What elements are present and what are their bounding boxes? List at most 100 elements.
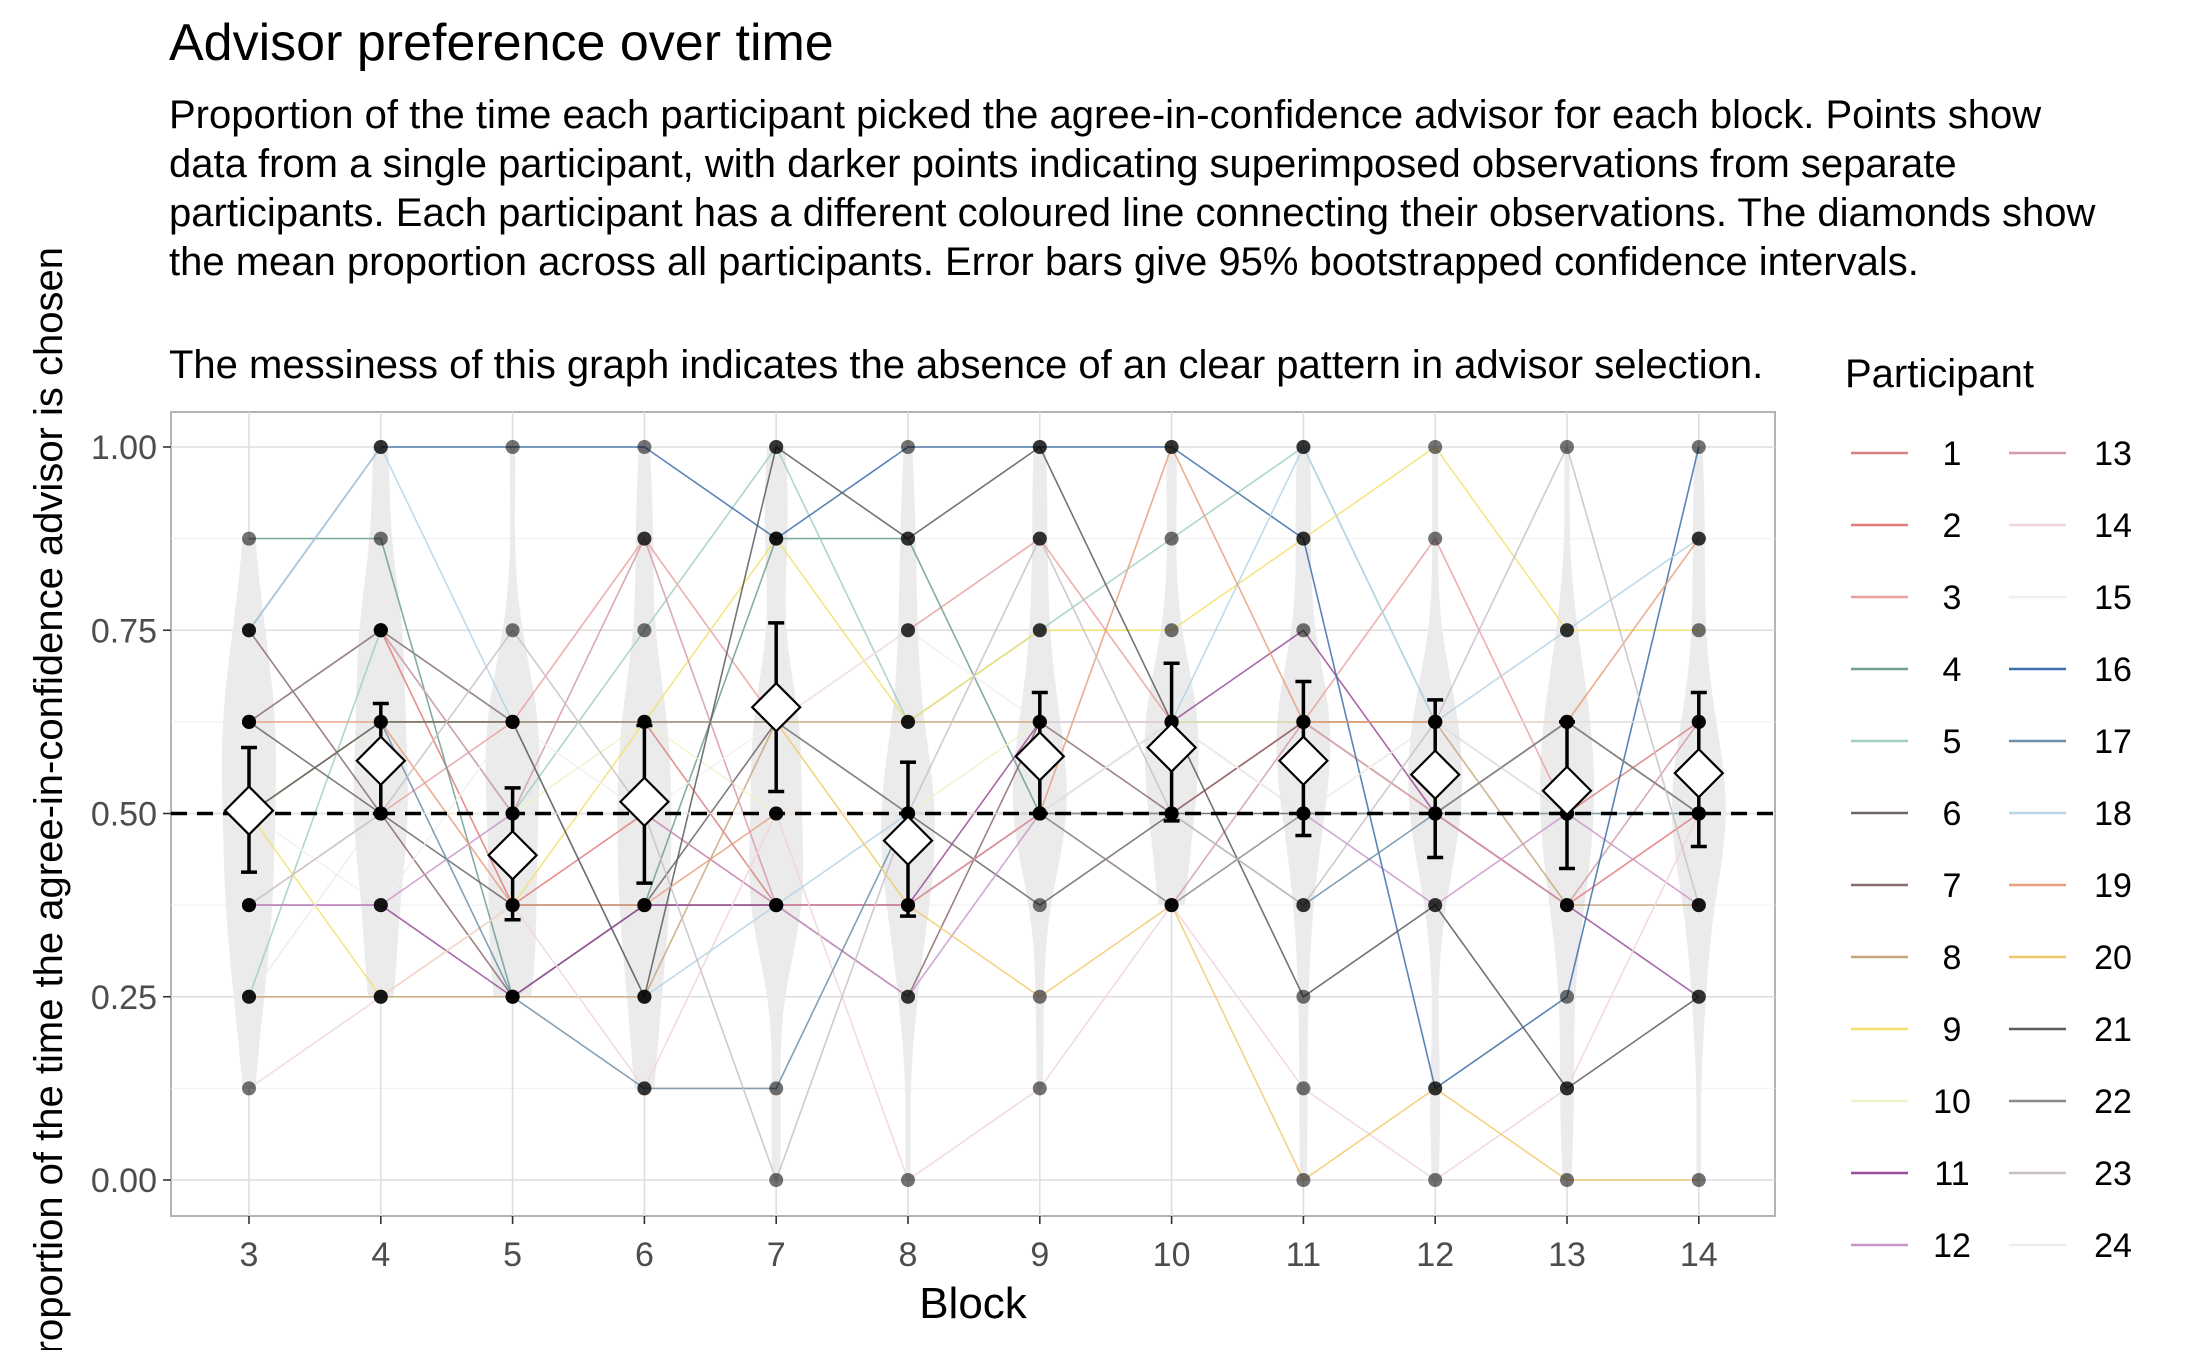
- data-point: [901, 1173, 915, 1187]
- data-point: [769, 1081, 784, 1096]
- subtitle-line: The messiness of this graph indicates th…: [169, 343, 1763, 387]
- legend-label: 1: [1943, 435, 1962, 473]
- y-tick-label: 0.50: [91, 796, 157, 834]
- x-tick-label: 7: [767, 1236, 786, 1274]
- data-point: [1691, 898, 1706, 913]
- x-tick-label: 13: [1548, 1236, 1586, 1274]
- y-tick-label: 0.25: [91, 979, 157, 1017]
- subtitle-line: the mean proportion across all participa…: [169, 240, 1919, 284]
- mean-diamond: [1014, 730, 1066, 782]
- legend-label: 8: [1943, 939, 1962, 977]
- data-point: [1691, 1173, 1706, 1187]
- participant-line: [248, 537, 1699, 906]
- legend-label: 7: [1943, 867, 1962, 905]
- data-point: [373, 440, 388, 454]
- legend-label: 9: [1943, 1011, 1962, 1049]
- data-point: [637, 898, 652, 913]
- legend-label: 19: [2094, 867, 2132, 905]
- data-point: [1560, 989, 1574, 1004]
- data-point: [505, 989, 520, 1004]
- subtitle-line: Proportion of the time each participant …: [169, 93, 2041, 137]
- mean-diamond: [1541, 765, 1593, 817]
- mean-diamond: [1277, 735, 1329, 787]
- data-point: [242, 1081, 256, 1096]
- chart-subtitle: Proportion of the time each participant …: [169, 93, 2095, 387]
- mean-diamond: [1146, 721, 1198, 774]
- data-point: [1428, 531, 1443, 546]
- data-point: [1428, 440, 1443, 454]
- legend-label: 3: [1943, 579, 1962, 617]
- data-point: [242, 623, 256, 638]
- data-point: [1560, 440, 1574, 454]
- participant-line: [248, 446, 1700, 1090]
- mean-diamond: [487, 829, 539, 881]
- x-tick-label: 14: [1680, 1236, 1718, 1274]
- data-point: [1428, 1081, 1443, 1096]
- x-axis-title: Block: [919, 1279, 1028, 1328]
- y-axis-ticks: 0.00 0.25 0.50 0.75 1.00: [91, 429, 171, 1200]
- data-point: [637, 623, 652, 638]
- data-point: [1164, 898, 1179, 913]
- data-point: [1296, 440, 1311, 454]
- legend-label: 18: [2094, 795, 2132, 833]
- legend-label: 17: [2094, 723, 2132, 761]
- data-point: [901, 714, 915, 729]
- legend-label: 6: [1943, 795, 1962, 833]
- mean-diamonds: [223, 681, 1725, 881]
- data-point: [1560, 623, 1574, 638]
- data-point: [637, 989, 652, 1004]
- data-point: [1032, 1081, 1047, 1096]
- data-point: [1296, 1173, 1311, 1187]
- subtitle-line: data from a single participant, with dar…: [169, 142, 1957, 186]
- chart-title: Advisor preference over time: [169, 14, 834, 72]
- x-tick-label: 3: [240, 1236, 259, 1274]
- data-point: [1296, 1081, 1311, 1096]
- x-tick-label: 12: [1416, 1236, 1454, 1274]
- participant-lines: [248, 444, 1700, 1183]
- data-point: [637, 1081, 652, 1096]
- data-point: [1032, 440, 1047, 454]
- x-tick-label: 9: [1030, 1236, 1049, 1274]
- mean-diamond: [750, 681, 802, 733]
- data-point: [1560, 1173, 1574, 1187]
- participant-line: [248, 536, 1700, 907]
- data-point: [1032, 531, 1047, 546]
- data-point: [373, 623, 388, 638]
- legend-label: 13: [2094, 435, 2132, 473]
- data-point: [373, 898, 388, 913]
- x-tick-label: 8: [899, 1236, 918, 1274]
- x-tick-label: 11: [1286, 1236, 1321, 1274]
- participant-line: [249, 721, 1699, 998]
- data-point: [242, 531, 256, 546]
- legend-label: 22: [2094, 1083, 2132, 1121]
- x-axis-ticks: 3 4 5 6 7 8 9 10 11 12 13 14: [240, 1216, 1718, 1274]
- data-point: [242, 714, 256, 729]
- data-point: [505, 623, 520, 638]
- y-tick-label: 1.00: [91, 429, 157, 467]
- data-point: [373, 531, 388, 546]
- mean-diamond: [355, 735, 407, 787]
- data-point: [1032, 989, 1047, 1004]
- data-point: [901, 623, 915, 638]
- data-point: [769, 1173, 784, 1187]
- x-tick-label: 5: [503, 1236, 522, 1274]
- data-point: [1296, 623, 1311, 638]
- x-tick-label: 10: [1153, 1236, 1191, 1274]
- data-point: [1560, 1081, 1574, 1096]
- data-point: [901, 440, 915, 454]
- data-point: [242, 898, 256, 913]
- data-point: [505, 714, 520, 729]
- data-point: [1691, 440, 1706, 454]
- legend-label: 24: [2094, 1227, 2132, 1265]
- data-point: [1296, 531, 1311, 546]
- legend-label: 16: [2094, 651, 2132, 689]
- legend-label: 15: [2094, 579, 2132, 617]
- mean-diamond: [618, 776, 670, 828]
- mean-diamond: [1673, 747, 1725, 799]
- data-point: [1691, 531, 1706, 546]
- y-tick-label: 0.00: [91, 1162, 157, 1200]
- participant-line: [248, 444, 1700, 1183]
- x-tick-label: 6: [635, 1236, 654, 1274]
- data-point: [1691, 989, 1706, 1004]
